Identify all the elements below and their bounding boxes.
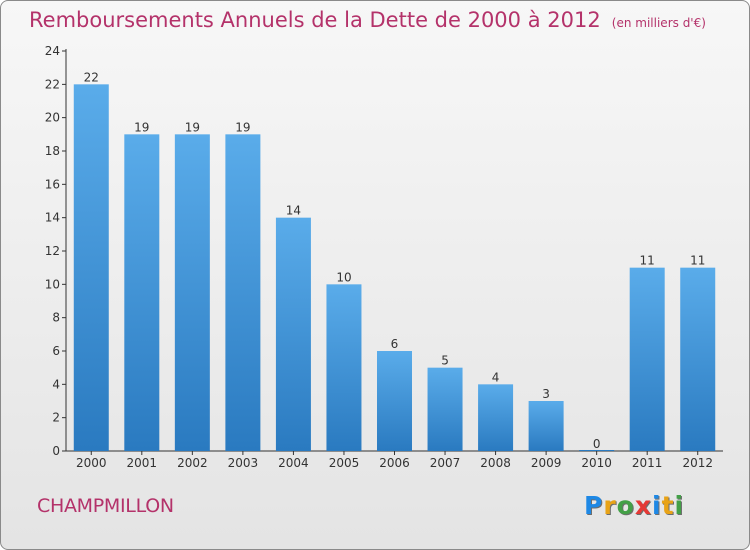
y-tick-label: 0	[52, 444, 60, 458]
x-tick-label: 2010	[581, 456, 612, 470]
bar	[124, 134, 160, 452]
bar-value-label: 19	[134, 120, 149, 134]
proxiti-logo: Proxiti	[584, 491, 684, 520]
chart-subtitle: (en milliers d'€)	[611, 16, 706, 30]
x-tick-label: 2012	[682, 456, 713, 470]
logo-letter: o	[616, 491, 635, 520]
y-tick-label: 2	[52, 411, 60, 425]
y-tick-label: 16	[45, 177, 60, 191]
bar-value-label: 5	[441, 354, 449, 368]
bar	[680, 267, 716, 451]
y-tick-label: 22	[45, 77, 60, 91]
bar	[629, 267, 665, 451]
x-tick-label: 2002	[177, 456, 208, 470]
bar-value-label: 11	[640, 254, 655, 268]
logo-letter: P	[584, 491, 604, 520]
y-tick-label: 18	[45, 144, 60, 158]
bar-value-label: 0	[593, 437, 601, 451]
bar	[427, 367, 463, 451]
bar-value-label: 14	[286, 204, 301, 218]
bar	[73, 84, 109, 451]
bar	[528, 401, 564, 451]
logo-letter: i	[652, 491, 662, 520]
bar	[275, 217, 311, 451]
logo-letter: r	[603, 491, 617, 520]
y-tick-label: 6	[52, 344, 60, 358]
y-tick-label: 20	[45, 111, 60, 125]
y-tick-label: 4	[52, 377, 60, 391]
x-tick-label: 2003	[228, 456, 259, 470]
logo-letter: t	[661, 491, 675, 520]
bar-value-label: 19	[235, 120, 250, 134]
y-tick-label: 14	[45, 211, 60, 225]
bar-value-label: 19	[185, 120, 200, 134]
y-tick-label: 24	[45, 44, 60, 58]
bar-value-label: 10	[336, 270, 351, 284]
x-tick-label: 2009	[531, 456, 562, 470]
bar-value-label: 22	[84, 70, 99, 84]
logo-letter: x	[634, 491, 652, 520]
x-tick-label: 2008	[480, 456, 511, 470]
bar	[478, 384, 514, 451]
x-tick-label: 2011	[632, 456, 663, 470]
bar-value-label: 3	[542, 387, 550, 401]
y-tick-label: 12	[45, 244, 60, 258]
bar-value-label: 11	[690, 254, 705, 268]
bar-value-label: 6	[391, 337, 399, 351]
title-area: Remboursements Annuels de la Dette de 20…	[29, 8, 706, 32]
chart-title: Remboursements Annuels de la Dette de 20…	[29, 8, 601, 32]
logo-letter: i	[674, 491, 685, 520]
x-tick-label: 2001	[127, 456, 158, 470]
x-tick-label: 2000	[76, 456, 107, 470]
bar	[326, 284, 362, 451]
bar	[377, 351, 412, 451]
bar	[174, 134, 210, 452]
x-tick-label: 2005	[329, 456, 360, 470]
x-tick-label: 2007	[430, 456, 461, 470]
y-tick-label: 8	[52, 311, 60, 325]
x-tick-label: 2006	[379, 456, 410, 470]
bar	[225, 134, 261, 452]
x-tick-label: 2004	[278, 456, 309, 470]
bar-value-label: 4	[492, 370, 500, 384]
commune-name: CHAMPMILLON	[37, 495, 174, 517]
y-tick-label: 10	[45, 277, 60, 291]
bar	[579, 450, 615, 451]
